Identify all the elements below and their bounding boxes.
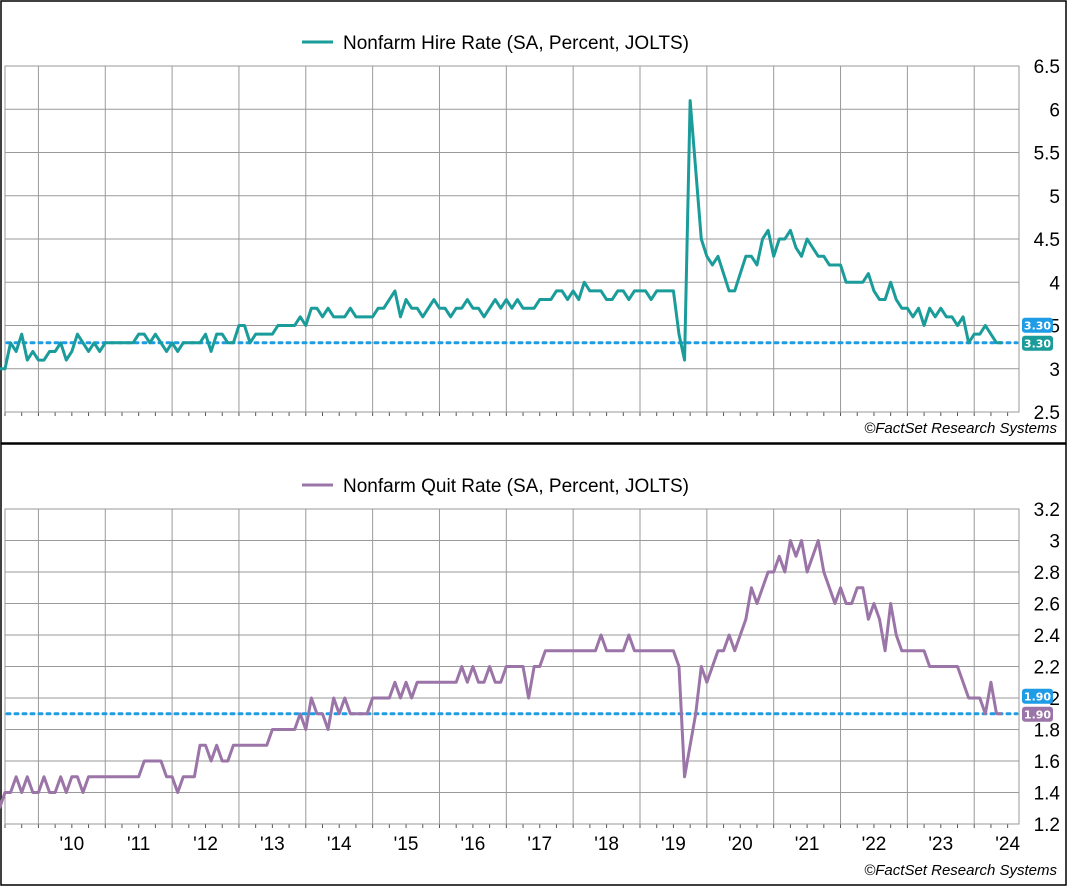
quit-badge-lower-text: 1.90 [1024, 708, 1051, 721]
y-tick-label: 1.6 [1034, 752, 1060, 773]
quit-badge-upper: 1.90 [1022, 688, 1053, 704]
y-tick-label: 5 [1049, 187, 1060, 208]
quit-badge-lower-box [1022, 706, 1053, 722]
x-tick-label: '24 [995, 834, 1020, 855]
quit-legend-label: Nonfarm Quit Rate (SA, Percent, JOLTS) [343, 476, 689, 497]
quit-panel-frame [0, 443, 1067, 886]
y-tick-label: 2.6 [1034, 595, 1060, 616]
x-tick-label: '12 [193, 834, 218, 855]
y-tick-label: 2.2 [1034, 658, 1060, 679]
hire-legend-label: Nonfarm Hire Rate (SA, Percent, JOLTS) [343, 33, 689, 54]
quit-credit: ©FactSet Research Systems [864, 862, 1057, 879]
hire-plot-frame [4, 65, 1020, 413]
y-tick-label: 3.2 [1034, 500, 1060, 521]
y-tick-label: 4 [1049, 273, 1060, 294]
x-tick-label: '15 [394, 834, 419, 855]
hire-badge-lower: 3.30 [1022, 335, 1053, 351]
x-tick-label: '11 [127, 834, 150, 855]
hire-badge-lower-box [1022, 335, 1053, 351]
y-tick-label: 1.2 [1034, 815, 1060, 836]
y-tick-label: 1.8 [1034, 721, 1060, 742]
quit-badge-lower: 1.90 [1022, 706, 1053, 722]
hire-gridlines [4, 65, 1019, 416]
y-tick-label: 3 [1049, 360, 1060, 381]
y-tick-label: 3 [1049, 532, 1060, 553]
quit-gridlines [4, 508, 1019, 828]
y-tick-label: 2.8 [1034, 563, 1060, 584]
hire-badge-lower-text: 3.30 [1024, 337, 1051, 350]
hire-badge-upper-box [1022, 317, 1053, 333]
hire-y-axis: 2.533.544.555.566.5 [1034, 57, 1061, 424]
y-tick-label: 1.4 [1034, 784, 1061, 805]
x-tick-label: '16 [461, 834, 486, 855]
quit-x-axis: '10 '11 '12 '13 '14 '15 '16 '17 '18 '19 '20 '21 '22 '… [59, 834, 1020, 855]
x-tick-label: '13 [260, 834, 285, 855]
x-tick-label: '14 [327, 834, 352, 855]
hire-rate-panel: Nonfarm Hire Rate (SA, Percent, JOLTS) 2… [0, 0, 1067, 444]
quit-badge-upper-box [1022, 688, 1053, 704]
quit-rate-panel: Nonfarm Quit Rate (SA, Percent, JOLTS) 1… [0, 443, 1067, 886]
x-tick-label: '20 [728, 834, 753, 855]
x-tick-label: '10 [59, 834, 84, 855]
quit-badge-upper-text: 1.90 [1024, 690, 1051, 703]
hire-rate-line [0, 99, 1003, 371]
hire-badge-upper-text: 3.30 [1024, 319, 1051, 332]
x-tick-label: '21 [795, 834, 820, 855]
y-tick-label: 6 [1049, 100, 1060, 121]
y-tick-label: 2.4 [1034, 626, 1061, 647]
x-tick-label: '17 [527, 834, 552, 855]
y-tick-label: 2.5 [1034, 403, 1060, 424]
y-tick-label: 4.5 [1034, 230, 1060, 251]
x-tick-label: '19 [661, 834, 686, 855]
x-tick-label: '22 [862, 834, 887, 855]
x-tick-label: '23 [928, 834, 953, 855]
hire-credit: ©FactSet Research Systems [864, 420, 1057, 437]
quit-y-axis: 1.2 1.4 1.6 1.8 2 2.2 2.4 2.6 2.8 3 3.2 [1034, 500, 1061, 836]
hire-badge-upper: 3.30 [1022, 317, 1053, 333]
y-tick-label: 6.5 [1034, 57, 1060, 78]
y-tick-label: 2 [1049, 689, 1060, 710]
quit-plot-frame [4, 508, 1020, 825]
x-tick-label: '18 [594, 834, 619, 855]
quit-rate-line [0, 539, 1003, 809]
hire-panel-frame [0, 0, 1067, 444]
y-tick-label: 5.5 [1034, 144, 1060, 165]
